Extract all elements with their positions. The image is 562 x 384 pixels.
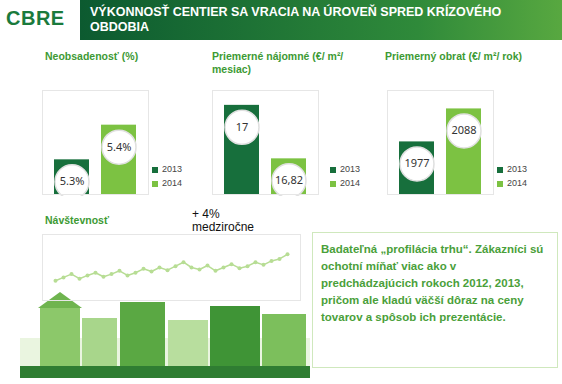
svg-text:1977: 1977 — [404, 155, 429, 170]
svg-text:5.4%: 5.4% — [107, 139, 132, 154]
html-text:2013: 2013 — [162, 164, 182, 174]
html-text:Návštevnosť: Návštevnosť — [45, 214, 109, 226]
html-text:Priemerný obrat (€/ m²/ rok): Priemerný obrat (€/ m²/ rok) — [385, 50, 523, 62]
svg-text:2088: 2088 — [451, 122, 476, 137]
html-text:Neobsadenosť (%): Neobsadenosť (%) — [45, 50, 139, 62]
html-text:+ 4% medziročne: + 4% medziročne — [192, 207, 254, 234]
html-text:2014: 2014 — [162, 178, 182, 188]
html-text:Badateľná „profilácia trhu“. Z: Badateľná „profilácia trhu“. Zákazníci s… — [321, 243, 544, 323]
svg-text:5.3%: 5.3% — [60, 173, 85, 188]
svg-text:16,82: 16,82 — [275, 172, 303, 187]
html-text:2013: 2013 — [340, 164, 360, 174]
html-text:2013: 2013 — [507, 164, 527, 174]
html-text:CBRE: CBRE — [6, 7, 65, 29]
html-text:Priemerné nájomné (€/ m²/ mesi: Priemerné nájomné (€/ m²/ mesiac) — [212, 50, 344, 75]
svg-text:17: 17 — [236, 119, 249, 134]
html-text:2014: 2014 — [507, 178, 527, 188]
html-text:VÝKONNOSŤ CENTIER SA VRACIA NA: VÝKONNOSŤ CENTIER SA VRACIA NA ÚROVEŇ SP… — [90, 5, 502, 34]
html-text:2014: 2014 — [340, 178, 360, 188]
